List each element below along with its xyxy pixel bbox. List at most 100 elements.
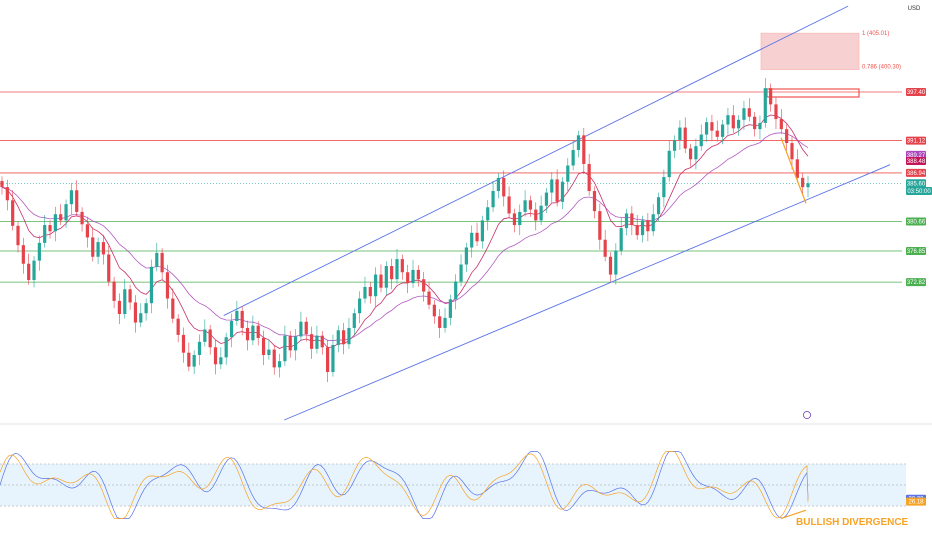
candle-body [747, 108, 751, 117]
candle-body [422, 279, 426, 292]
ma-fast-line [1, 114, 809, 349]
candle-body [742, 108, 746, 120]
candle-body [720, 124, 725, 137]
candle-body [283, 335, 287, 362]
stoch-k-line [0, 451, 809, 519]
trend-channel [223, 5, 891, 421]
candle-body [326, 347, 330, 373]
candle-body [598, 211, 602, 240]
currency-label[interactable]: USD [908, 6, 921, 12]
candle-body [753, 116, 757, 130]
candle-body [475, 232, 479, 242]
candle-body [235, 310, 239, 321]
candle-body [245, 327, 250, 341]
annotations [780, 137, 812, 420]
candle-body [75, 190, 79, 212]
candle-body [704, 122, 709, 135]
candle-body [165, 272, 170, 299]
candle-body [155, 252, 159, 267]
candle-body [208, 329, 212, 348]
candle-body [662, 177, 666, 198]
candle-body [758, 122, 762, 130]
candle-body [160, 252, 164, 273]
candle-body [11, 200, 15, 226]
fib-top-label: 1 (405.01) [862, 31, 889, 37]
candle-body [550, 179, 554, 193]
price-tag-label: 386.94 [907, 171, 926, 177]
candle-body [256, 325, 260, 338]
candle-body [261, 338, 266, 356]
candle-body [806, 183, 810, 188]
candle-body [464, 247, 468, 265]
candle-body [320, 335, 324, 348]
candle-body [224, 337, 228, 358]
candle-body [630, 213, 634, 226]
price-tag-label: 385.60 [907, 181, 926, 187]
price-tag [906, 187, 932, 196]
candle-body [21, 245, 25, 264]
candle-body [480, 220, 484, 242]
candle-body [192, 355, 196, 367]
candle-body [560, 181, 565, 202]
price-divergence-line [780, 137, 807, 204]
candle-body [37, 242, 41, 261]
candle-body [544, 192, 549, 206]
candle-body [635, 225, 639, 236]
candle-body [640, 220, 645, 236]
candle-body [688, 148, 693, 160]
candle-body [267, 349, 271, 356]
candle-body [448, 299, 452, 318]
candle-body [395, 259, 399, 280]
candle-body [374, 274, 378, 297]
candle-body [5, 187, 9, 201]
candle-body [512, 213, 517, 226]
candle-body [507, 196, 511, 214]
candle-body [133, 302, 138, 323]
candle-body [379, 274, 383, 288]
candle-body [272, 349, 276, 368]
candle-body [363, 286, 367, 299]
candle-body [309, 334, 314, 349]
candle-body [197, 341, 202, 356]
candle-body [785, 129, 789, 144]
candle-body [763, 88, 767, 123]
candle-body [769, 88, 773, 105]
candle-body [656, 197, 661, 215]
candle-body [277, 361, 282, 368]
candle-body [576, 135, 581, 151]
price-tag [906, 150, 926, 159]
event-marker-icon[interactable] [802, 410, 812, 420]
stoch-divergence-line [780, 509, 807, 520]
candle-body [181, 334, 186, 353]
price-tag [906, 168, 926, 177]
candle-body [603, 239, 607, 257]
candle-body [96, 242, 100, 257]
candle-body [619, 228, 623, 251]
candle-body [32, 260, 36, 280]
candle-body [790, 143, 794, 160]
candle-body [48, 225, 52, 232]
candle-body [454, 281, 458, 300]
candle-body [59, 214, 63, 221]
price-tag-label: 03:50:00 [907, 189, 931, 195]
price-tag-label: 388.48 [907, 159, 926, 165]
candle-body [384, 266, 388, 288]
candle-body [614, 250, 618, 275]
candle-body [293, 336, 298, 351]
candle-body [203, 329, 207, 342]
candle-body [779, 119, 783, 130]
candle-body [496, 177, 501, 192]
candle-body [107, 254, 111, 282]
candlesticks [0, 78, 810, 383]
candle-body [411, 269, 415, 284]
fib-zone [760, 32, 860, 70]
candle-body [443, 317, 447, 328]
candle-body [774, 104, 778, 120]
candle-body [53, 214, 57, 232]
ma-slow-line [1, 132, 809, 342]
price-axis[interactable]: USD30.3826.18397.40391.12389.27388.48386… [906, 6, 932, 506]
candle-body [715, 130, 719, 137]
candle-body [534, 209, 538, 221]
candle-body [502, 177, 506, 197]
candle-body [694, 146, 698, 160]
